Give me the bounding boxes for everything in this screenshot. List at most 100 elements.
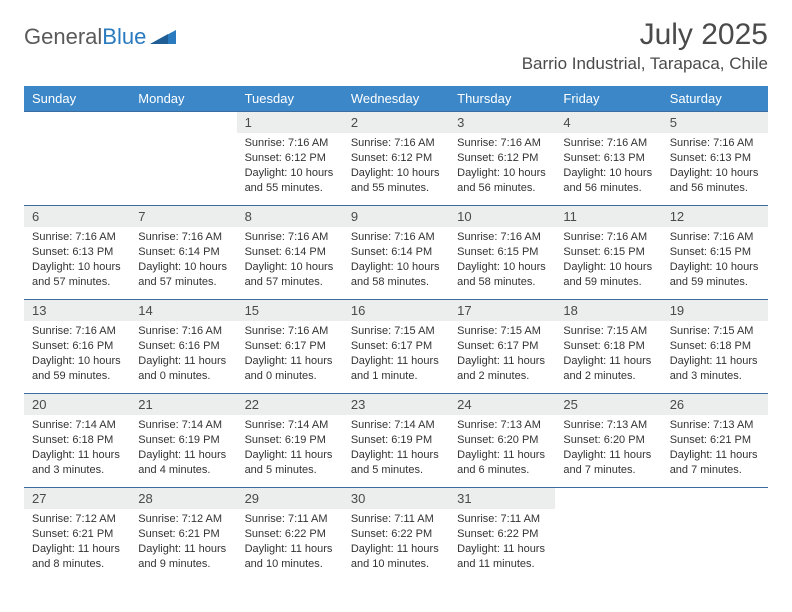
day-details: Sunrise: 7:16 AMSunset: 6:12 PMDaylight:…: [449, 133, 555, 201]
calendar-day-cell: 28Sunrise: 7:12 AMSunset: 6:21 PMDayligh…: [130, 488, 236, 582]
day-details: Sunrise: 7:14 AMSunset: 6:19 PMDaylight:…: [237, 415, 343, 483]
day-number: 20: [24, 394, 130, 415]
calendar-week-row: 13Sunrise: 7:16 AMSunset: 6:16 PMDayligh…: [24, 300, 768, 394]
calendar-day-cell: 2Sunrise: 7:16 AMSunset: 6:12 PMDaylight…: [343, 112, 449, 206]
day-number: 15: [237, 300, 343, 321]
day-details: Sunrise: 7:16 AMSunset: 6:16 PMDaylight:…: [24, 321, 130, 389]
day-details: Sunrise: 7:16 AMSunset: 6:14 PMDaylight:…: [343, 227, 449, 295]
title-block: July 2025 Barrio Industrial, Tarapaca, C…: [522, 18, 768, 74]
day-number: 31: [449, 488, 555, 509]
calendar-table: SundayMondayTuesdayWednesdayThursdayFrid…: [24, 86, 768, 582]
calendar-day-cell: 9Sunrise: 7:16 AMSunset: 6:14 PMDaylight…: [343, 206, 449, 300]
day-number: 14: [130, 300, 236, 321]
logo-text-2: Blue: [102, 24, 146, 50]
day-number: 1: [237, 112, 343, 133]
day-details: Sunrise: 7:14 AMSunset: 6:18 PMDaylight:…: [24, 415, 130, 483]
day-details: Sunrise: 7:15 AMSunset: 6:18 PMDaylight:…: [555, 321, 661, 389]
calendar-day-cell: 26Sunrise: 7:13 AMSunset: 6:21 PMDayligh…: [662, 394, 768, 488]
day-number: 16: [343, 300, 449, 321]
calendar-day-cell: 5Sunrise: 7:16 AMSunset: 6:13 PMDaylight…: [662, 112, 768, 206]
calendar-day-cell: 3Sunrise: 7:16 AMSunset: 6:12 PMDaylight…: [449, 112, 555, 206]
day-details: Sunrise: 7:16 AMSunset: 6:15 PMDaylight:…: [449, 227, 555, 295]
day-details: Sunrise: 7:13 AMSunset: 6:20 PMDaylight:…: [555, 415, 661, 483]
weekday-header: Thursday: [449, 86, 555, 112]
day-details: Sunrise: 7:16 AMSunset: 6:15 PMDaylight:…: [662, 227, 768, 295]
day-number: 5: [662, 112, 768, 133]
day-number: 29: [237, 488, 343, 509]
day-details: Sunrise: 7:16 AMSunset: 6:14 PMDaylight:…: [237, 227, 343, 295]
day-number: 7: [130, 206, 236, 227]
calendar-day-cell: 12Sunrise: 7:16 AMSunset: 6:15 PMDayligh…: [662, 206, 768, 300]
day-number: 9: [343, 206, 449, 227]
calendar-day-cell: 25Sunrise: 7:13 AMSunset: 6:20 PMDayligh…: [555, 394, 661, 488]
calendar-day-cell: 21Sunrise: 7:14 AMSunset: 6:19 PMDayligh…: [130, 394, 236, 488]
calendar-day-cell: 16Sunrise: 7:15 AMSunset: 6:17 PMDayligh…: [343, 300, 449, 394]
calendar-day-cell: 30Sunrise: 7:11 AMSunset: 6:22 PMDayligh…: [343, 488, 449, 582]
calendar-day-cell: 19Sunrise: 7:15 AMSunset: 6:18 PMDayligh…: [662, 300, 768, 394]
day-details: Sunrise: 7:13 AMSunset: 6:20 PMDaylight:…: [449, 415, 555, 483]
day-number: 17: [449, 300, 555, 321]
day-number: 3: [449, 112, 555, 133]
calendar-day-cell: 24Sunrise: 7:13 AMSunset: 6:20 PMDayligh…: [449, 394, 555, 488]
day-number: 19: [662, 300, 768, 321]
day-details: Sunrise: 7:11 AMSunset: 6:22 PMDaylight:…: [237, 509, 343, 577]
day-details: Sunrise: 7:16 AMSunset: 6:13 PMDaylight:…: [555, 133, 661, 201]
weekday-header: Monday: [130, 86, 236, 112]
day-details: Sunrise: 7:16 AMSunset: 6:14 PMDaylight:…: [130, 227, 236, 295]
day-details: Sunrise: 7:13 AMSunset: 6:21 PMDaylight:…: [662, 415, 768, 483]
calendar-day-cell: 20Sunrise: 7:14 AMSunset: 6:18 PMDayligh…: [24, 394, 130, 488]
day-details: Sunrise: 7:11 AMSunset: 6:22 PMDaylight:…: [343, 509, 449, 577]
page-header: GeneralBlue July 2025 Barrio Industrial,…: [24, 18, 768, 74]
day-number: 22: [237, 394, 343, 415]
day-details: Sunrise: 7:14 AMSunset: 6:19 PMDaylight:…: [130, 415, 236, 483]
day-number: 23: [343, 394, 449, 415]
calendar-day-cell: 29Sunrise: 7:11 AMSunset: 6:22 PMDayligh…: [237, 488, 343, 582]
weekday-header-row: SundayMondayTuesdayWednesdayThursdayFrid…: [24, 86, 768, 112]
day-number: 28: [130, 488, 236, 509]
day-number: 25: [555, 394, 661, 415]
day-number: 4: [555, 112, 661, 133]
day-details: Sunrise: 7:15 AMSunset: 6:17 PMDaylight:…: [343, 321, 449, 389]
day-number: 6: [24, 206, 130, 227]
logo: GeneralBlue: [24, 24, 176, 50]
day-details: Sunrise: 7:16 AMSunset: 6:12 PMDaylight:…: [343, 133, 449, 201]
calendar-week-row: 1Sunrise: 7:16 AMSunset: 6:12 PMDaylight…: [24, 112, 768, 206]
calendar-day-cell: 18Sunrise: 7:15 AMSunset: 6:18 PMDayligh…: [555, 300, 661, 394]
day-details: Sunrise: 7:16 AMSunset: 6:16 PMDaylight:…: [130, 321, 236, 389]
calendar-day-cell: 22Sunrise: 7:14 AMSunset: 6:19 PMDayligh…: [237, 394, 343, 488]
day-number: 2: [343, 112, 449, 133]
day-number: 11: [555, 206, 661, 227]
day-number: 21: [130, 394, 236, 415]
day-details: Sunrise: 7:16 AMSunset: 6:13 PMDaylight:…: [662, 133, 768, 201]
weekday-header: Friday: [555, 86, 661, 112]
location-text: Barrio Industrial, Tarapaca, Chile: [522, 54, 768, 74]
calendar-day-cell: [555, 488, 661, 582]
calendar-day-cell: 4Sunrise: 7:16 AMSunset: 6:13 PMDaylight…: [555, 112, 661, 206]
calendar-day-cell: 27Sunrise: 7:12 AMSunset: 6:21 PMDayligh…: [24, 488, 130, 582]
day-number: 12: [662, 206, 768, 227]
day-number: 27: [24, 488, 130, 509]
day-details: Sunrise: 7:12 AMSunset: 6:21 PMDaylight:…: [130, 509, 236, 577]
day-details: Sunrise: 7:15 AMSunset: 6:17 PMDaylight:…: [449, 321, 555, 389]
calendar-day-cell: 15Sunrise: 7:16 AMSunset: 6:17 PMDayligh…: [237, 300, 343, 394]
calendar-day-cell: 10Sunrise: 7:16 AMSunset: 6:15 PMDayligh…: [449, 206, 555, 300]
weekday-header: Saturday: [662, 86, 768, 112]
day-details: Sunrise: 7:14 AMSunset: 6:19 PMDaylight:…: [343, 415, 449, 483]
calendar-day-cell: 13Sunrise: 7:16 AMSunset: 6:16 PMDayligh…: [24, 300, 130, 394]
calendar-day-cell: 1Sunrise: 7:16 AMSunset: 6:12 PMDaylight…: [237, 112, 343, 206]
day-details: Sunrise: 7:15 AMSunset: 6:18 PMDaylight:…: [662, 321, 768, 389]
calendar-day-cell: [662, 488, 768, 582]
calendar-week-row: 6Sunrise: 7:16 AMSunset: 6:13 PMDaylight…: [24, 206, 768, 300]
weekday-header: Sunday: [24, 86, 130, 112]
day-details: Sunrise: 7:16 AMSunset: 6:13 PMDaylight:…: [24, 227, 130, 295]
calendar-day-cell: 6Sunrise: 7:16 AMSunset: 6:13 PMDaylight…: [24, 206, 130, 300]
calendar-day-cell: [130, 112, 236, 206]
calendar-day-cell: 17Sunrise: 7:15 AMSunset: 6:17 PMDayligh…: [449, 300, 555, 394]
calendar-day-cell: 23Sunrise: 7:14 AMSunset: 6:19 PMDayligh…: [343, 394, 449, 488]
day-number: 26: [662, 394, 768, 415]
calendar-day-cell: 8Sunrise: 7:16 AMSunset: 6:14 PMDaylight…: [237, 206, 343, 300]
weekday-header: Tuesday: [237, 86, 343, 112]
day-number: 10: [449, 206, 555, 227]
day-details: Sunrise: 7:16 AMSunset: 6:12 PMDaylight:…: [237, 133, 343, 201]
day-number: 24: [449, 394, 555, 415]
